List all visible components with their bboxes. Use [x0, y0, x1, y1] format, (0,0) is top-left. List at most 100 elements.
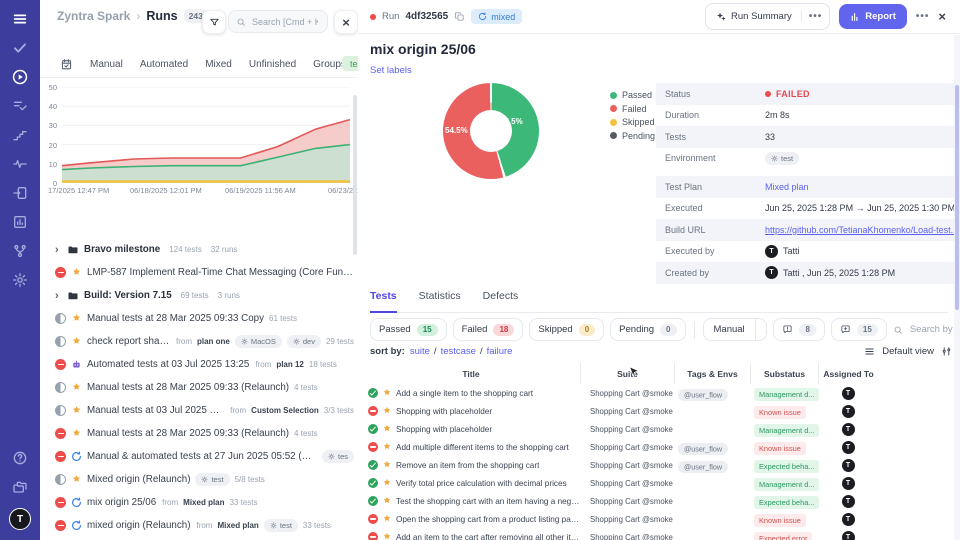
- column-header-substatus[interactable]: Substatus: [750, 363, 818, 384]
- run-summary-more-button[interactable]: •••: [800, 11, 830, 22]
- run-list-item[interactable]: Manual tests at 28 Mar 2025 09:33 Copy 61…: [40, 307, 358, 330]
- run-detail-close-button[interactable]: ×: [938, 9, 946, 24]
- legend-item-pending[interactable]: Pending: [610, 131, 655, 141]
- run-list-item[interactable]: mix origin 25/06 from Mixed plan 33 tests: [40, 491, 358, 514]
- run-list-item[interactable]: Manual tests at 28 Mar 2025 09:33 (Relau…: [40, 422, 358, 445]
- breadcrumb-section[interactable]: Runs: [146, 9, 178, 23]
- runs-search[interactable]: [228, 10, 328, 33]
- sidebar-item-runs[interactable]: [9, 69, 31, 85]
- filter-skipped-button[interactable]: Skipped 0: [529, 318, 605, 341]
- sidebar-item-help[interactable]: [9, 450, 31, 466]
- sidebar-item-milestones[interactable]: [9, 127, 31, 143]
- table-row[interactable]: Add a single item to the shopping cart Sh…: [362, 384, 882, 402]
- sort-by-testcase[interactable]: testcase: [440, 346, 476, 357]
- tab-unfinished[interactable]: Unfinished: [248, 58, 297, 70]
- breadcrumb-project[interactable]: Zyntra Spark: [57, 9, 131, 23]
- run-list-item[interactable]: Manual & automated tests at 27 Jun 2025 …: [40, 445, 358, 468]
- sidebar-item-test-plans[interactable]: [9, 98, 31, 114]
- tests-search-input[interactable]: [907, 323, 960, 336]
- more-options-button[interactable]: •••: [915, 11, 930, 22]
- assignee-avatar[interactable]: T: [841, 530, 855, 540]
- chevron-right-icon[interactable]: ›: [55, 289, 59, 302]
- tab-statistics[interactable]: Statistics: [418, 290, 461, 302]
- assignee-avatar[interactable]: T: [841, 494, 855, 508]
- legend-item-failed[interactable]: Failed: [610, 104, 655, 114]
- sidebar-item-settings[interactable]: [9, 272, 31, 288]
- chevron-right-icon[interactable]: ›: [55, 243, 59, 256]
- user-avatar[interactable]: T: [9, 508, 31, 530]
- set-labels-link[interactable]: Set labels: [370, 65, 412, 76]
- filter-manual-button[interactable]: Manual: [713, 324, 745, 335]
- table-row[interactable]: Add multiple different items to the shop…: [362, 438, 882, 456]
- assignee-avatar[interactable]: T: [841, 422, 855, 436]
- filter-automated-button[interactable]: Automated: [754, 319, 766, 340]
- run-type-chip[interactable]: mixed: [471, 9, 523, 24]
- run-list-item[interactable]: Manual tests at 28 Mar 2025 09:33 (Relau…: [40, 376, 358, 399]
- table-row[interactable]: Add an item to the cart after removing a…: [362, 528, 882, 540]
- assignee-avatar[interactable]: T: [841, 458, 855, 472]
- default-view-button[interactable]: Default view: [882, 346, 934, 357]
- calendar-check-icon[interactable]: [60, 58, 73, 71]
- sidebar-item-import[interactable]: [9, 185, 31, 201]
- column-header-suite[interactable]: Suite: [580, 363, 674, 384]
- test-tags: @user_flow: [674, 384, 750, 402]
- run-group-row[interactable]: › Build: Version 7.15 69 tests 3 runs: [40, 284, 358, 307]
- run-from-label: from: [196, 521, 213, 530]
- filter-passed-button[interactable]: Passed 15: [370, 318, 447, 341]
- main-scrollbar-thumb[interactable]: [955, 85, 959, 310]
- tests-search[interactable]: [893, 323, 960, 336]
- tab-defects[interactable]: Defects: [482, 290, 519, 302]
- sidebar-item-menu[interactable]: [9, 11, 31, 27]
- legend-item-skipped[interactable]: Skipped: [610, 117, 655, 127]
- filter-funnel-button[interactable]: [202, 10, 226, 34]
- table-row[interactable]: Test the shopping cart with an item havi…: [362, 492, 882, 510]
- run-list-item[interactable]: mixed origin (Relaunch) from Mixed plan tes…: [40, 514, 358, 537]
- sidebar-item-branches[interactable]: [9, 243, 31, 259]
- counter-chip[interactable]: 8: [773, 318, 825, 341]
- table-row[interactable]: Remove an item from the shopping cart Sho…: [362, 456, 882, 474]
- filter-pending-button[interactable]: Pending 0: [610, 318, 686, 341]
- tab-tests[interactable]: Tests: [370, 290, 397, 313]
- column-header-tags-envs[interactable]: Tags & Envs: [674, 363, 750, 384]
- run-list-item[interactable]: Mixed origin (Relaunch) test 5/8 tests: [40, 468, 358, 491]
- run-list-item[interactable]: Manual tests at 03 Jul 2025 12:08 from Cus…: [40, 399, 358, 422]
- table-row[interactable]: Shopping with placeholder Shopping Cart @…: [362, 402, 882, 420]
- assignee-avatar[interactable]: T: [841, 512, 855, 526]
- legend-item-passed[interactable]: Passed: [610, 90, 655, 100]
- run-summary-button[interactable]: Run Summary •••: [705, 3, 831, 30]
- tab-groups[interactable]: Groups: [313, 58, 346, 70]
- runs-search-input[interactable]: [250, 15, 320, 28]
- tab-mixed[interactable]: Mixed: [205, 58, 232, 70]
- sidebar-item-analytics[interactable]: [9, 214, 31, 230]
- runs-panel-scrollbar[interactable]: [353, 95, 357, 255]
- runs-panel-close-button[interactable]: ×: [334, 10, 358, 34]
- filter-failed-button[interactable]: Failed 18: [452, 318, 524, 341]
- build-url-link[interactable]: https://github.com/TetianaKhomenko/Load-…: [765, 224, 956, 235]
- sidebar-item-projects[interactable]: [9, 479, 31, 495]
- run-list-item[interactable]: check report sharing from plan one MacOS dev…: [40, 330, 358, 353]
- tab-manual[interactable]: Manual: [90, 58, 123, 70]
- sort-by-failure[interactable]: failure: [486, 346, 513, 357]
- table-row[interactable]: Shopping with placeholder Shopping Cart @…: [362, 420, 882, 438]
- table-row[interactable]: Verify total price calculation with deci…: [362, 474, 882, 492]
- test-plan-link[interactable]: Mixed plan: [765, 181, 809, 192]
- run-list-item[interactable]: Automated tests at 03 Jul 2025 13:25 from…: [40, 353, 358, 376]
- env-filter-chip[interactable]: test: [342, 56, 358, 71]
- assignee-avatar[interactable]: T: [841, 404, 855, 418]
- assignee-avatar[interactable]: T: [841, 476, 855, 490]
- sidebar-item-tests[interactable]: [9, 40, 31, 56]
- run-list-item[interactable]: LMP-587 Implement Real-Time Chat Messagi…: [40, 261, 358, 284]
- report-button[interactable]: Report: [839, 4, 907, 29]
- counter-chip[interactable]: 15: [830, 318, 887, 341]
- assignee-avatar[interactable]: T: [841, 440, 855, 454]
- column-header-title[interactable]: Title: [462, 368, 480, 379]
- assignee-avatar[interactable]: T: [841, 386, 855, 400]
- sliders-icon[interactable]: [941, 346, 952, 357]
- copy-icon[interactable]: [454, 11, 465, 22]
- sort-by-suite[interactable]: suite: [409, 346, 430, 357]
- run-group-row[interactable]: › Bravo milestone 124 tests 32 runs: [40, 238, 358, 261]
- table-row[interactable]: Open the shopping cart from a product li…: [362, 510, 882, 528]
- sidebar-item-pulse[interactable]: [9, 156, 31, 172]
- tab-automated[interactable]: Automated: [139, 58, 189, 70]
- column-header-assigned-to[interactable]: Assigned To: [818, 363, 878, 384]
